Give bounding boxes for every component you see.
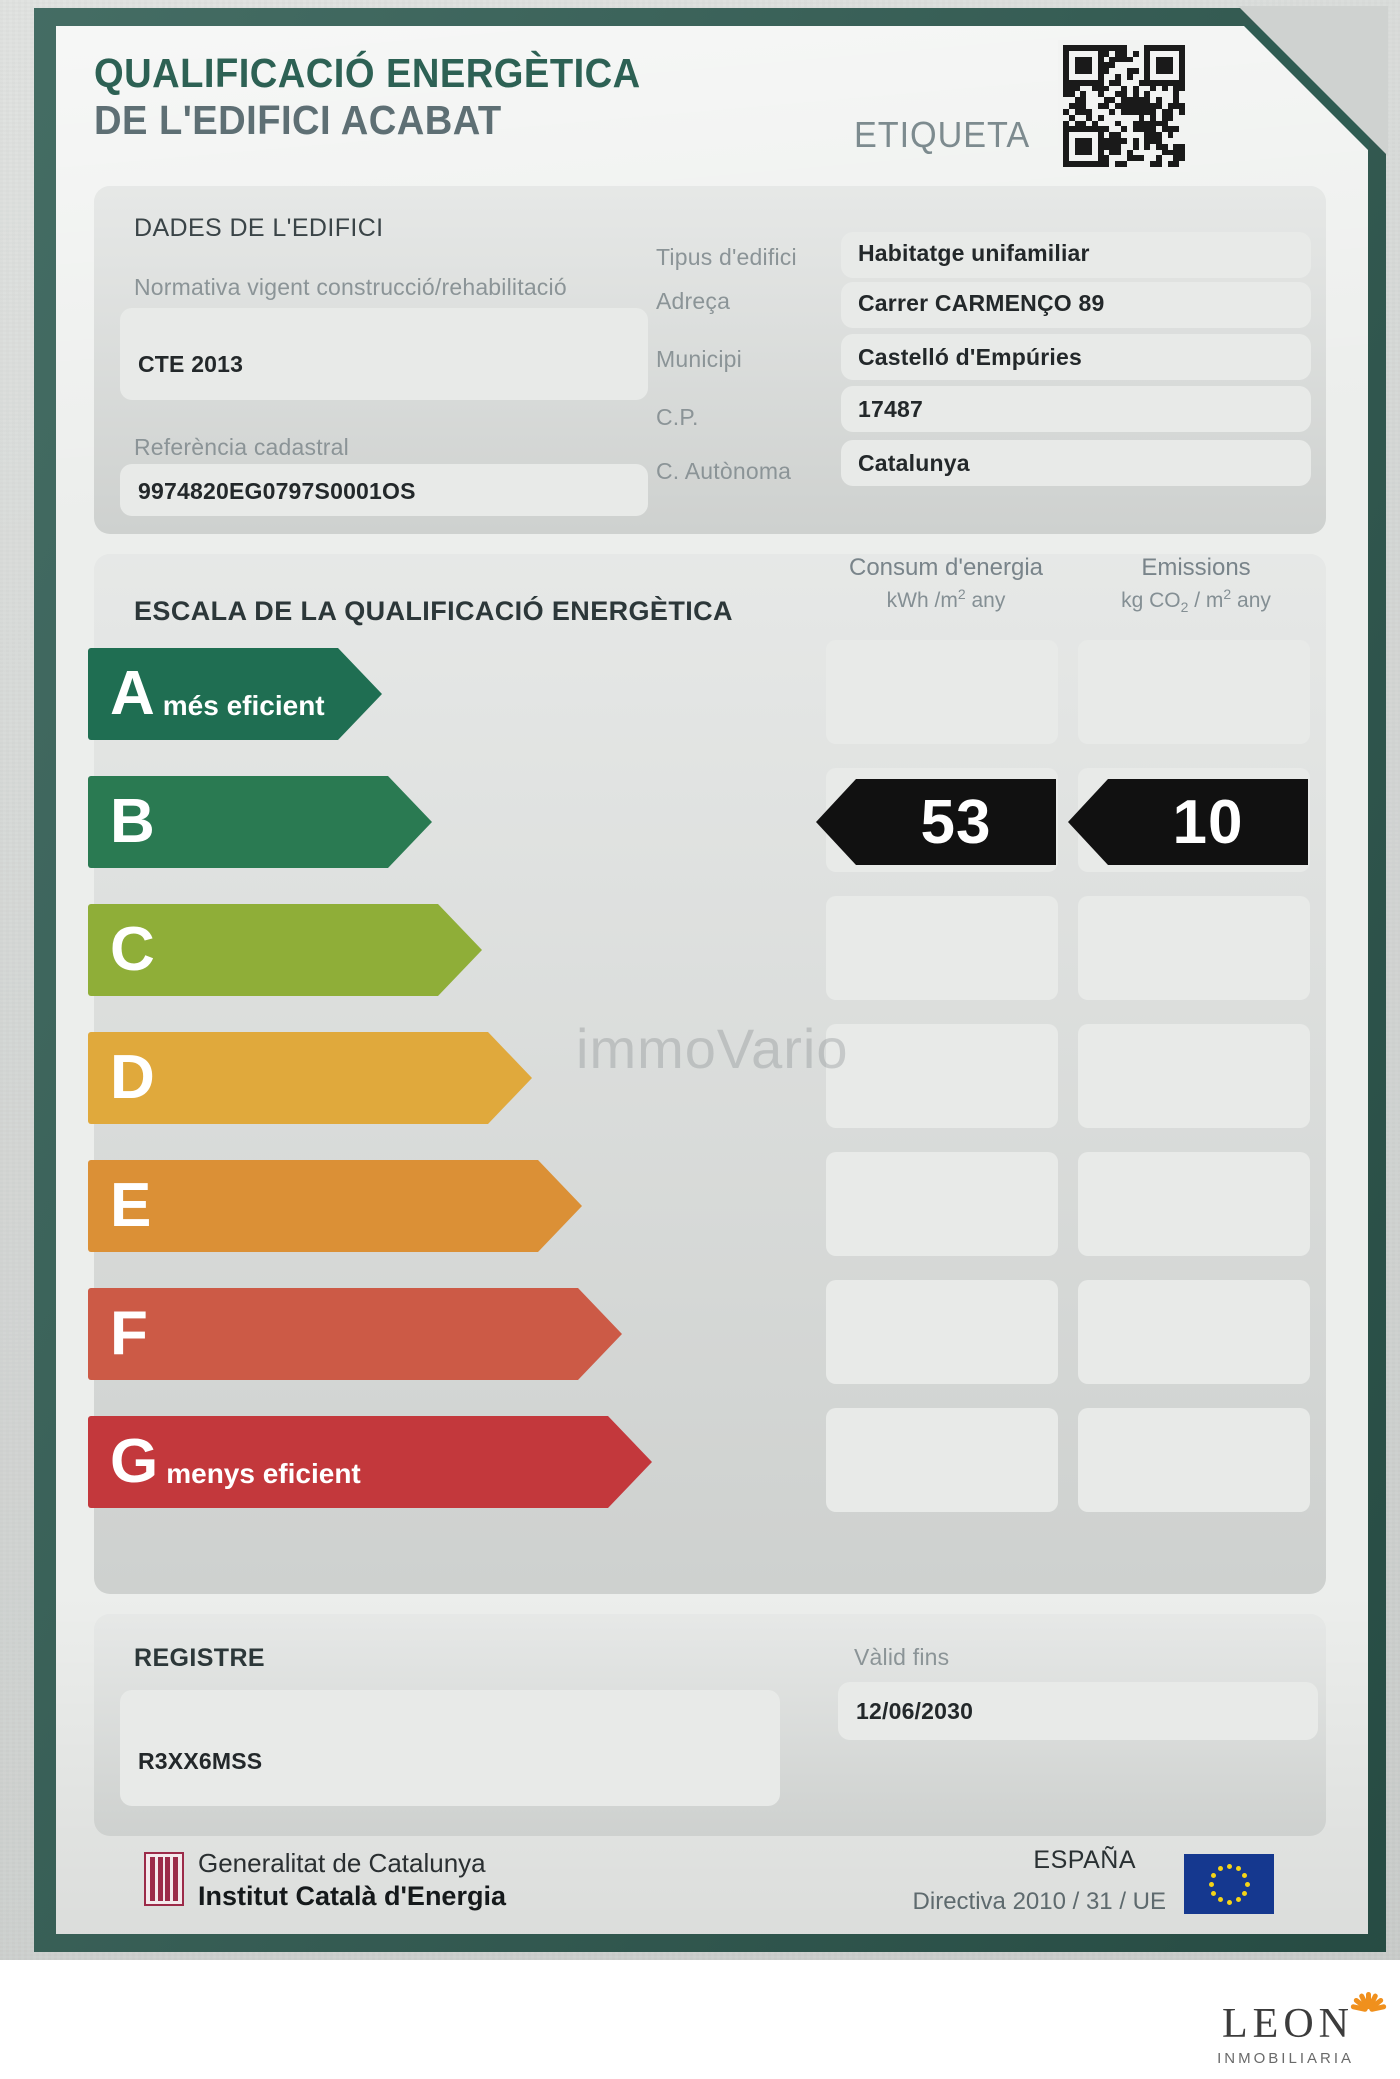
energy-class-letter-c: C [110, 915, 155, 984]
emissions-units: kg CO2 / m2 any [1121, 586, 1271, 616]
espana-label: ESPAÑA [1033, 1846, 1136, 1874]
valid-until-label: Vàlid fins [854, 1644, 950, 1670]
energy-bar-c: C [88, 904, 482, 996]
qr-code [1058, 40, 1190, 172]
energy-bar-d: D [88, 1032, 532, 1124]
energy-bar-note-a: més eficient [162, 690, 325, 721]
sun-burst-icon [1348, 1990, 1388, 2030]
emissions-header-text: Emissions [1141, 554, 1251, 581]
energy-bar-b: B [88, 776, 432, 868]
directiva-label: Directiva 2010 / 31 / UE [912, 1888, 1166, 1915]
valid-until-value: 12/06/2030 [856, 1698, 974, 1724]
emissions-cell-c [1078, 896, 1310, 1000]
energy-bar-row-d: D [88, 1032, 532, 1124]
emissions-cell-d [1078, 1024, 1310, 1128]
consumption-cell-a [826, 640, 1058, 744]
consumption-header-text: Consum d'energia [848, 554, 1044, 581]
eu-flag-icon [1184, 1854, 1274, 1914]
consumption-value-badge: 53 [816, 779, 1056, 865]
emissions-column-header: Emissions kg CO2 / m2 any [1076, 554, 1316, 615]
scanned-document: QUALIFICACIÓ ENERGÈTICA DE L'EDIFICI ACA… [0, 0, 1400, 1960]
energy-bar-row-f: F [88, 1288, 622, 1380]
energy-bar-row-e: E [88, 1160, 582, 1252]
emissions-cell-g [1078, 1408, 1310, 1512]
consumption-column-header: Consum d'energia kWh /m2 any [826, 554, 1066, 613]
emissions-cell-f [1078, 1280, 1310, 1384]
brand-subtitle: INMOBILIARIA [1217, 2050, 1354, 2067]
consumption-cell-c [826, 896, 1058, 1000]
energy-class-letter-a: A [110, 659, 155, 728]
consumption-units: kWh /m2 any [886, 586, 1006, 612]
consumption-cell-f [826, 1280, 1058, 1384]
energy-label: QUALIFICACIÓ ENERGÈTICA DE L'EDIFICI ACA… [56, 25, 1369, 1934]
energy-class-letter-f: F [110, 1299, 148, 1368]
leon-inmobiliaria-logo: LEON INMOBILIARIA [1217, 1992, 1387, 2067]
energy-bar-e: E [88, 1160, 582, 1252]
energy-class-letter-e: E [110, 1171, 152, 1240]
generalitat-text: Generalitat de Catalunya Institut Català… [198, 1848, 506, 1912]
energy-bar-row-b: B [88, 776, 432, 868]
consumption-cell-g [826, 1408, 1058, 1512]
consumption-cell-e [826, 1152, 1058, 1256]
consumption-cell-d [826, 1024, 1058, 1128]
generalitat-line1: Generalitat de Catalunya [198, 1848, 486, 1878]
energy-class-letter-d: D [110, 1043, 155, 1112]
energy-class-letter-g: G [110, 1427, 159, 1496]
brand-name-text: LEON [1222, 2001, 1354, 2047]
generalitat-catalunya-icon [144, 1852, 184, 1906]
label-footer: Generalitat de Catalunya Institut Català… [94, 1844, 1326, 1930]
emissions-cell-e [1078, 1152, 1310, 1256]
energy-bar-row-c: C [88, 904, 482, 996]
energy-class-letter-b: B [110, 787, 155, 856]
registry-title: REGISTRE [134, 1644, 265, 1672]
emissions-value-badge: 10 [1068, 779, 1308, 865]
generalitat-line2: Institut Català d'Energia [198, 1881, 506, 1911]
registry-value: R3XX6MSS [138, 1748, 263, 1774]
frame-corner-cut [1238, 6, 1388, 156]
qr-code-grid [1063, 45, 1185, 167]
energy-bar-f: F [88, 1288, 622, 1380]
emissions-cell-a [1078, 640, 1310, 744]
energy-bar-note-g: menys eficient [166, 1458, 361, 1489]
brand-name: LEON [1222, 1992, 1387, 2048]
